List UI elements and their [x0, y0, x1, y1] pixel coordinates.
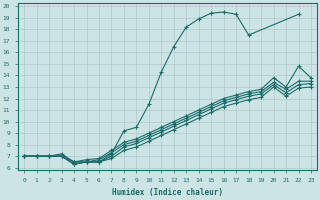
X-axis label: Humidex (Indice chaleur): Humidex (Indice chaleur): [112, 188, 223, 197]
